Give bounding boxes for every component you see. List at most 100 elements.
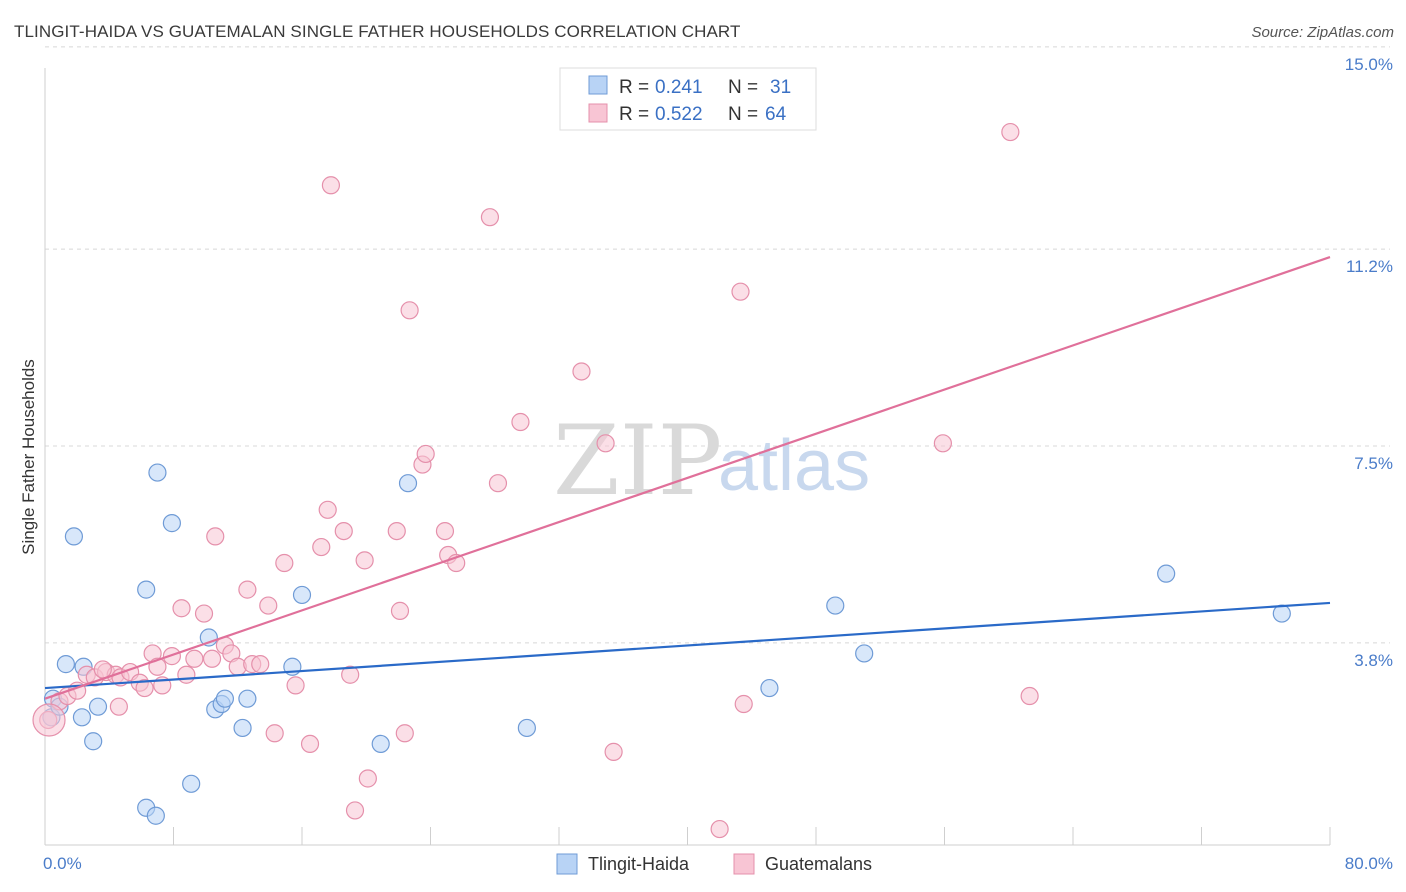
scatter-point xyxy=(233,718,252,738)
y-tick-label: 15.0% xyxy=(1345,55,1393,74)
watermark-atlas: atlas xyxy=(718,426,870,506)
source-credit: Source: ZipAtlas.com xyxy=(1251,24,1394,41)
scatter-point xyxy=(1001,122,1020,142)
y-axis-label: Single Father Households xyxy=(19,359,38,555)
scatter-point xyxy=(318,500,337,519)
watermark-zip: ZIP xyxy=(553,405,722,517)
scatter-point xyxy=(238,689,257,708)
y-tick-label: 7.5% xyxy=(1354,454,1393,473)
x-tick-label-min: 0.0% xyxy=(43,854,82,873)
bottom-legend-swatch-blue xyxy=(556,853,578,875)
bottom-legend: Tlingit-Haida Guatemalans xyxy=(556,853,872,875)
scatter-point xyxy=(345,801,365,820)
scatter-point xyxy=(760,678,779,698)
scatter-point xyxy=(251,655,270,674)
scatter-point xyxy=(416,444,435,464)
scatter-point xyxy=(390,601,410,620)
y-tick-labels: 3.8% 7.5% 11.2% 15.0% xyxy=(1345,55,1393,670)
scatter-point xyxy=(734,694,753,714)
legend-n-label-1: N = xyxy=(728,77,758,98)
scatter-point xyxy=(56,655,75,674)
scatter-point xyxy=(517,718,536,738)
y-tick-label: 11.2% xyxy=(1346,257,1393,276)
scatter-point xyxy=(172,599,191,618)
scatter-point xyxy=(312,537,331,557)
x-tick-label-max: 80.0% xyxy=(1345,854,1393,873)
scatter-point xyxy=(826,596,845,615)
legend-n-value-1: 31 xyxy=(770,77,791,98)
scatter-point xyxy=(511,412,530,432)
scatter-point xyxy=(855,644,874,663)
scatter-point xyxy=(1020,686,1039,706)
scatter-point xyxy=(64,527,84,546)
scatter-point xyxy=(341,665,360,684)
scatter-point xyxy=(933,434,952,453)
scatter-point xyxy=(93,660,112,679)
scatter-point xyxy=(177,665,196,684)
legend-swatch-blue xyxy=(588,75,608,95)
scatter-point xyxy=(162,514,181,533)
scatter-point xyxy=(238,580,257,599)
legend-r-label-2: R = xyxy=(619,104,649,125)
scatter-point xyxy=(395,724,414,743)
legend-r-label-1: R = xyxy=(619,77,649,98)
scatter-point xyxy=(371,734,390,754)
scatter-point xyxy=(480,208,500,227)
legend-swatch-pink xyxy=(588,103,608,123)
scatter-point xyxy=(206,527,225,546)
scatter-point xyxy=(435,521,455,541)
scatter-point xyxy=(286,676,305,695)
y-tick-label: 3.8% xyxy=(1354,651,1393,670)
x-axis-ticks xyxy=(44,827,1331,845)
scatter-point xyxy=(109,697,128,716)
scatter-point-large xyxy=(32,703,66,737)
scatter-point xyxy=(215,689,234,708)
scatter-point xyxy=(88,697,108,716)
scatter-point xyxy=(185,649,204,668)
bottom-legend-swatch-pink xyxy=(733,853,755,875)
chart-title: TLINGIT-HAIDA VS GUATEMALAN SINGLE FATHE… xyxy=(14,22,741,41)
scatter-point xyxy=(358,769,377,788)
legend-r-value-2: 0.522 xyxy=(655,104,703,125)
scatter-point xyxy=(321,176,341,195)
scatter-point xyxy=(194,604,214,623)
scatter-point xyxy=(572,362,591,381)
scatter-point xyxy=(148,463,167,482)
scatter-point xyxy=(355,551,374,570)
gridlines xyxy=(45,46,1390,644)
scatter-point xyxy=(488,474,508,493)
trendlines xyxy=(44,256,1331,700)
scatter-point xyxy=(84,732,103,751)
scatter-point xyxy=(1272,604,1291,623)
trendline-blue xyxy=(44,601,1331,690)
scatter-point xyxy=(334,521,353,541)
scatter-point xyxy=(300,734,320,754)
watermark: ZIP atlas xyxy=(553,405,870,517)
bottom-legend-label-guatemalans: Guatemalans xyxy=(765,854,872,874)
bottom-legend-label-tlingit-haida: Tlingit-Haida xyxy=(588,854,690,874)
scatter-point xyxy=(604,742,623,761)
scatter-point xyxy=(275,553,294,573)
scatter-point xyxy=(596,434,615,453)
scatter-point xyxy=(400,301,419,320)
legend-n-value-2: 64 xyxy=(765,104,787,125)
scatter-point xyxy=(135,678,154,698)
scatter-point xyxy=(259,596,278,615)
scatter-point xyxy=(137,580,156,599)
scatter-point xyxy=(398,474,418,493)
scatter-point xyxy=(182,774,201,793)
legend-r-value-1: 0.241 xyxy=(655,77,703,98)
scatter-point xyxy=(292,585,312,605)
legend-box: R = 0.241 N = 31 R = 0.522 N = 64 xyxy=(559,67,817,131)
scatter-point xyxy=(72,708,92,727)
scatter-point xyxy=(1157,564,1176,583)
legend-n-label-2: N = xyxy=(728,104,758,125)
scatter-point xyxy=(146,806,165,825)
trendline-pink xyxy=(44,256,1331,700)
scatter-point xyxy=(731,282,750,301)
scatter-point xyxy=(710,819,729,839)
scatter-point xyxy=(387,521,406,541)
scatter-point xyxy=(265,724,284,743)
scatter-point xyxy=(202,649,222,668)
